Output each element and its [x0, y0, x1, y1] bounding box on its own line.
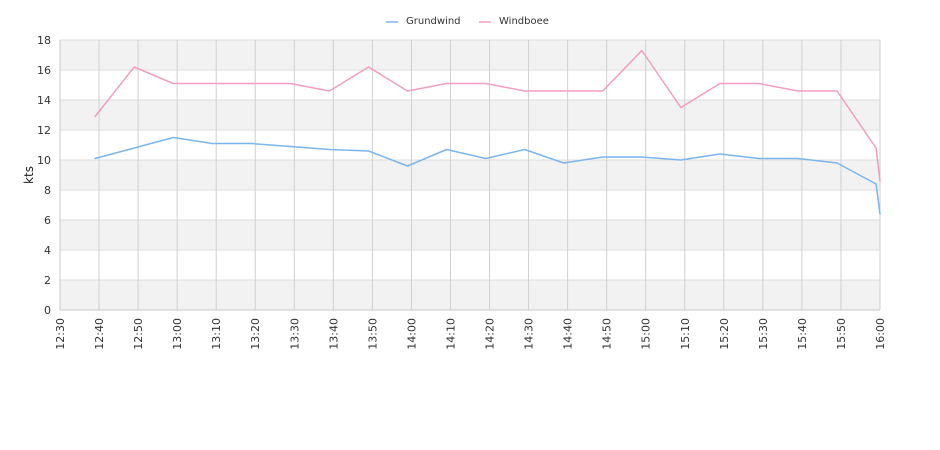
x-tick-label: 13:50: [366, 318, 379, 350]
y-tick-label: 14: [37, 94, 51, 107]
plot-bands: [60, 40, 880, 310]
plot-band: [60, 40, 880, 70]
plot-band: [60, 100, 880, 130]
x-tick-label: 13:10: [210, 318, 223, 350]
legend-label: Windboee: [499, 16, 549, 27]
plot-band: [60, 280, 880, 310]
y-tick-label: 18: [37, 34, 51, 47]
y-axis-title: kts: [22, 166, 36, 184]
y-tick-label: 6: [44, 214, 51, 227]
horizontal-gridlines: [60, 39, 880, 311]
x-tick-label: 15:20: [718, 318, 731, 350]
x-tick-label: 13:00: [171, 318, 184, 350]
y-tick-label: 2: [44, 274, 51, 287]
x-tick-label: 15:30: [757, 318, 770, 350]
x-tick-label: 14:00: [405, 318, 418, 350]
y-tick-label: 12: [37, 124, 51, 137]
plot-band: [60, 220, 880, 250]
x-tick-label: 13:30: [288, 318, 301, 350]
y-tick-label: 16: [37, 64, 51, 77]
x-tick-label: 16:00: [874, 318, 887, 350]
x-tick-label: 15:10: [679, 318, 692, 350]
x-tick-label: 12:50: [132, 318, 145, 350]
x-tick-label: 12:30: [54, 318, 67, 350]
x-tick-label: 14:30: [523, 318, 536, 350]
x-tick-label: 15:00: [640, 318, 653, 350]
x-tick-label: 14:50: [601, 318, 614, 350]
vertical-gridlines: [59, 40, 881, 310]
x-tick-label: 15:40: [796, 318, 809, 350]
x-tick-label: 13:20: [249, 318, 262, 350]
y-tick-label: 0: [44, 304, 51, 317]
series-line-grundwind: [94, 136, 881, 215]
series-line-windboee: [94, 49, 881, 182]
x-tick-label: 12:40: [93, 318, 106, 350]
legend-label: Grundwind: [406, 16, 461, 27]
x-tick-label: 13:40: [327, 318, 340, 350]
legend: Grundwind Windboee: [386, 16, 549, 27]
x-tick-label: 14:10: [444, 318, 457, 350]
y-tick-label: 10: [37, 154, 51, 167]
y-tick-label: 8: [44, 184, 51, 197]
x-tick-label: 14:20: [484, 318, 497, 350]
x-tick-label: 14:40: [562, 318, 575, 350]
y-tick-labels: 0 2 4 6 8 10 12 14 16 18: [37, 34, 51, 317]
series-lines: [94, 49, 881, 215]
plot-band: [60, 160, 880, 190]
x-tick-labels: 12:30 12:40 12:50 13:00 13:10 13:20 13:30 13:40…: [54, 318, 887, 350]
y-tick-label: 4: [44, 244, 51, 257]
x-tick-label: 15:50: [835, 318, 848, 350]
